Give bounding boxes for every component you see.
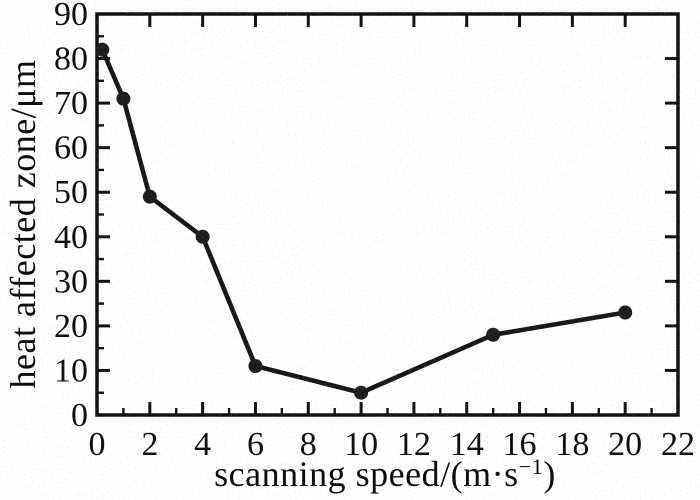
x-axis-title: scanning speed/(m·s−1) (214, 453, 556, 494)
x-axis-title-text: scanning speed/(m·s (214, 454, 519, 494)
y-axis-title: heat affected zone/μm (3, 59, 43, 389)
x-axis-title-close-paren: ) (543, 454, 556, 494)
x-axis-title-superscript: −1 (518, 453, 544, 479)
